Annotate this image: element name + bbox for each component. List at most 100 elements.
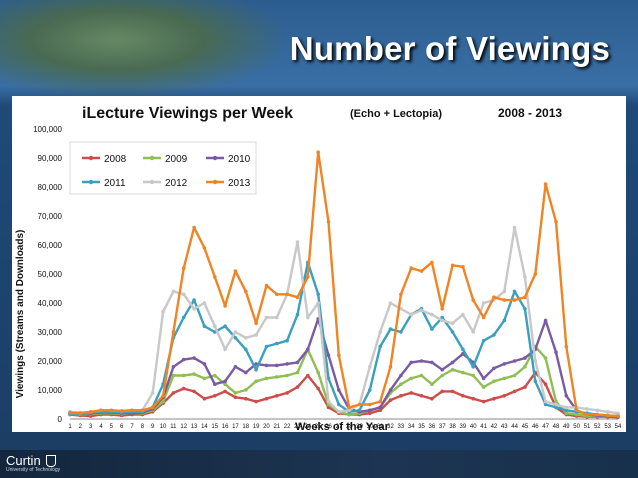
data-point-2010 — [306, 347, 310, 352]
legend-label-2010: 2010 — [228, 154, 251, 165]
data-point-2009 — [202, 376, 207, 381]
x-tick-label: 15 — [211, 424, 218, 430]
data-point-2012 — [181, 292, 186, 297]
data-point-2008 — [378, 408, 383, 413]
x-tick-label: 49 — [563, 424, 570, 430]
data-point-2010 — [285, 362, 289, 366]
x-tick-label: 44 — [511, 424, 518, 430]
data-point-2012 — [223, 347, 227, 352]
data-point-2013 — [440, 307, 445, 311]
y-tick-label: 90,000 — [38, 154, 63, 163]
data-point-2013 — [264, 283, 269, 288]
x-tick-label: 32 — [387, 424, 394, 430]
footer-bar — [0, 450, 638, 478]
legend-label-2008: 2008 — [104, 154, 127, 165]
axes: 0 10,000 20,000 30,000 40,000 50,000 60,000 70,… — [33, 125, 622, 430]
data-point-2013 — [595, 412, 600, 417]
x-tick-label: 33 — [398, 424, 405, 430]
chart-period: 2008 - 2013 — [498, 106, 562, 120]
data-point-2013 — [419, 269, 424, 273]
x-tick-label: 21 — [273, 424, 280, 430]
data-point-2008 — [213, 394, 217, 398]
brand-subtitle: University of Technology — [6, 467, 61, 473]
data-point-2010 — [388, 388, 393, 392]
data-point-2008 — [306, 373, 310, 378]
data-point-2010 — [523, 356, 527, 360]
data-point-2013 — [399, 292, 403, 297]
data-point-2009 — [523, 365, 527, 369]
data-point-2013 — [150, 405, 155, 410]
data-point-2011 — [357, 408, 362, 413]
data-point-2013 — [161, 394, 165, 398]
data-point-2011 — [430, 327, 434, 331]
data-point-2013 — [254, 321, 258, 326]
data-point-2008 — [492, 396, 496, 401]
y-tick-label: 0 — [58, 415, 63, 424]
data-point-2013 — [368, 402, 372, 407]
data-point-2013 — [616, 414, 620, 418]
data-point-2013 — [285, 292, 289, 297]
data-point-2011 — [326, 376, 331, 381]
brand-name: Curtin — [6, 453, 41, 468]
data-point-2010 — [430, 360, 434, 365]
data-point-2012 — [264, 315, 269, 320]
data-point-2009 — [419, 373, 424, 378]
chart-panel: iLecture Viewings per Week (Echo + Lecto… — [12, 96, 626, 433]
chart: iLecture Viewings per Week (Echo + Lecto… — [15, 105, 622, 433]
data-point-2010 — [368, 408, 372, 413]
x-tick-label: 28 — [346, 424, 353, 430]
data-point-2013 — [130, 408, 134, 413]
x-tick-label: 47 — [542, 424, 549, 430]
data-point-2011 — [492, 333, 496, 337]
data-point-2008 — [399, 394, 403, 398]
data-point-2009 — [233, 391, 238, 395]
data-point-2008 — [295, 385, 300, 389]
data-point-2009 — [161, 399, 165, 404]
x-tick-label: 11 — [170, 424, 177, 430]
data-point-2008 — [502, 394, 507, 398]
data-point-2013 — [585, 412, 589, 417]
data-point-2010 — [233, 365, 238, 369]
data-point-2009 — [450, 367, 455, 372]
data-point-2013 — [378, 399, 383, 404]
data-point-2013 — [181, 266, 186, 270]
data-point-2012 — [481, 301, 486, 305]
data-point-2010 — [244, 370, 248, 375]
data-point-2008 — [223, 389, 227, 394]
data-point-2013 — [140, 408, 145, 413]
data-point-2011 — [523, 307, 527, 311]
y-tick-label: 40,000 — [38, 299, 63, 308]
x-tick-label: 43 — [501, 424, 508, 430]
series-line-2009 — [69, 345, 619, 418]
data-point-2012 — [233, 330, 238, 334]
data-point-2013 — [119, 409, 124, 413]
data-point-2011 — [450, 330, 455, 334]
data-point-2009 — [399, 382, 403, 387]
data-point-2009 — [171, 373, 176, 378]
data-point-2012 — [326, 399, 331, 404]
data-point-2013 — [316, 150, 321, 154]
y-tick-label: 30,000 — [38, 328, 63, 337]
legend-box — [69, 141, 257, 195]
data-point-2009 — [564, 411, 569, 416]
data-point-2012 — [295, 240, 300, 244]
data-point-2009 — [430, 382, 434, 387]
x-tick-label: 6 — [120, 424, 124, 430]
data-point-2013 — [192, 225, 196, 230]
data-point-2013 — [244, 289, 248, 294]
x-tick-label: 16 — [222, 424, 229, 430]
y-tick-label: 10,000 — [38, 386, 63, 395]
data-point-2010 — [419, 359, 424, 363]
data-point-2011 — [295, 312, 300, 317]
x-tick-label: 24 — [304, 424, 311, 430]
y-tick-label: 80,000 — [38, 183, 63, 192]
data-point-2012 — [430, 312, 434, 317]
data-point-2008 — [181, 386, 186, 391]
x-tick-label: 12 — [180, 424, 187, 430]
x-tick-label: 9 — [151, 424, 155, 430]
data-point-2012 — [306, 315, 310, 320]
data-point-2013 — [171, 330, 176, 334]
x-tick-label: 54 — [615, 424, 622, 430]
data-point-2013 — [574, 408, 579, 413]
data-point-2011 — [275, 341, 279, 346]
